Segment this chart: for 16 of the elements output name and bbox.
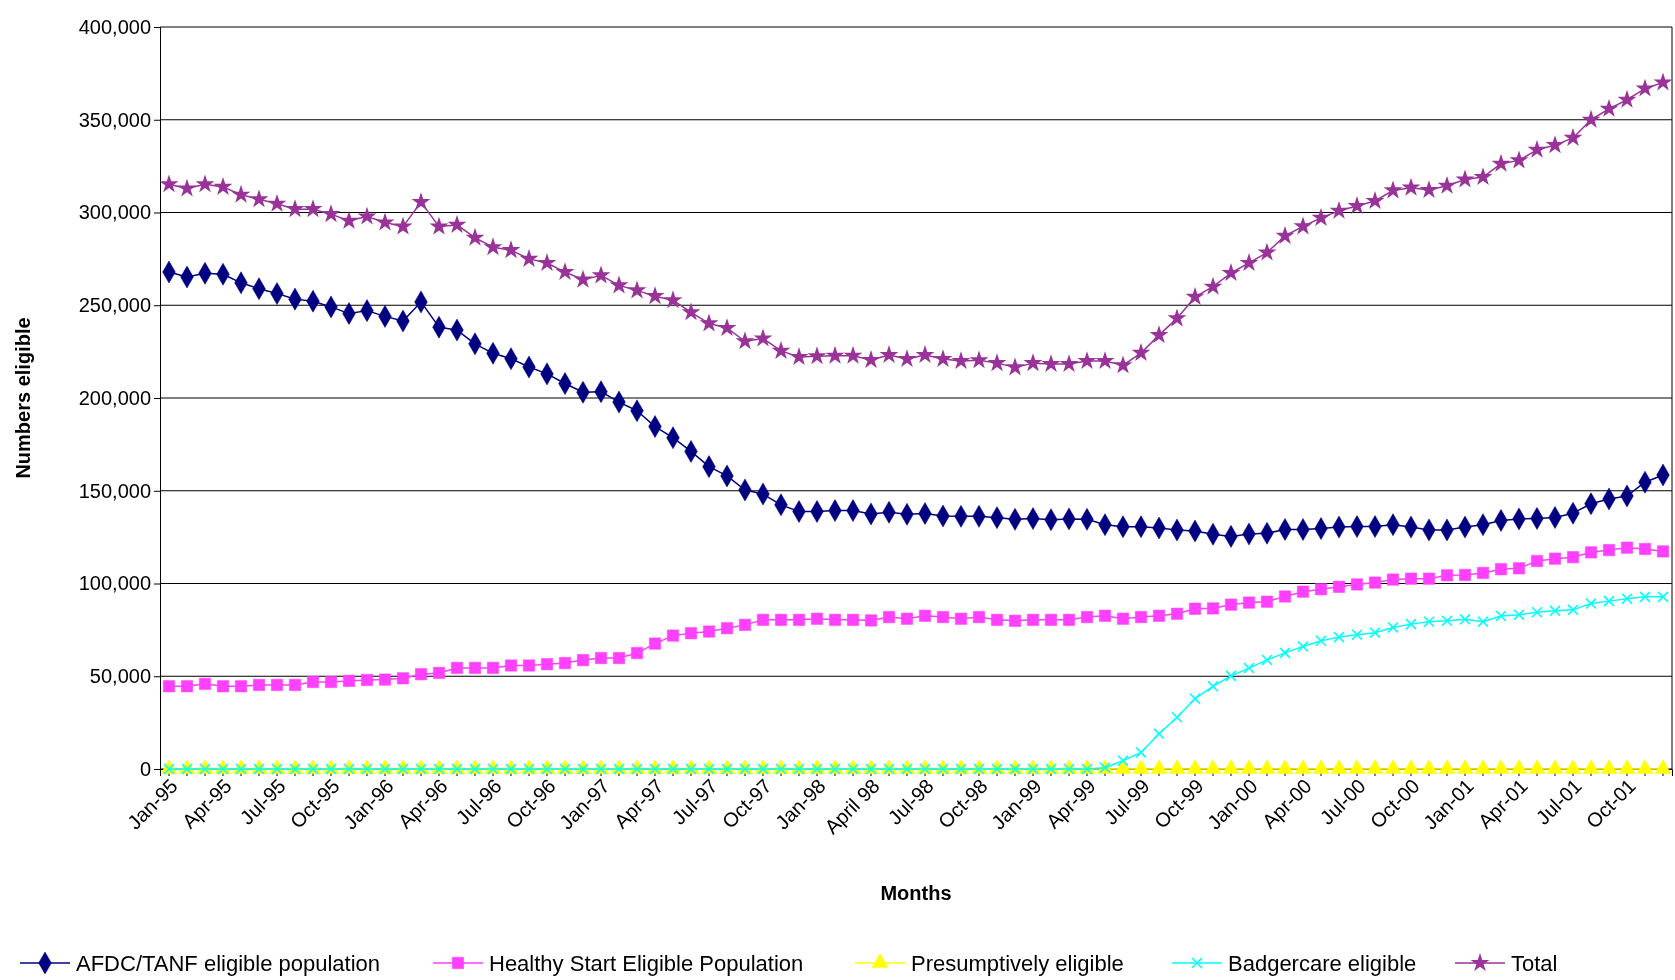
legend-label: AFDC/TANF eligible population (76, 950, 381, 976)
legend-label: Presumptively eligible (911, 950, 1124, 976)
y-tick-label: 0 (139, 757, 151, 780)
y-axis-title: Numbers eligible (12, 317, 34, 479)
legend-label: Healthy Start Eligible Population (489, 950, 804, 976)
legend-label: Badgercare eligible (1228, 950, 1417, 976)
x-axis-title: Months (880, 882, 952, 904)
y-tick-label: 400,000 (78, 15, 151, 38)
y-tick-label: 300,000 (78, 201, 151, 224)
y-tick-label: 250,000 (78, 294, 151, 317)
y-tick-label: 200,000 (78, 386, 151, 409)
y-tick-label: 350,000 (78, 108, 151, 131)
y-tick-label: 150,000 (78, 479, 151, 502)
y-tick-label: 50,000 (89, 665, 151, 688)
y-tick-label: 100,000 (78, 572, 151, 595)
legend-label: Total (1511, 950, 1558, 976)
